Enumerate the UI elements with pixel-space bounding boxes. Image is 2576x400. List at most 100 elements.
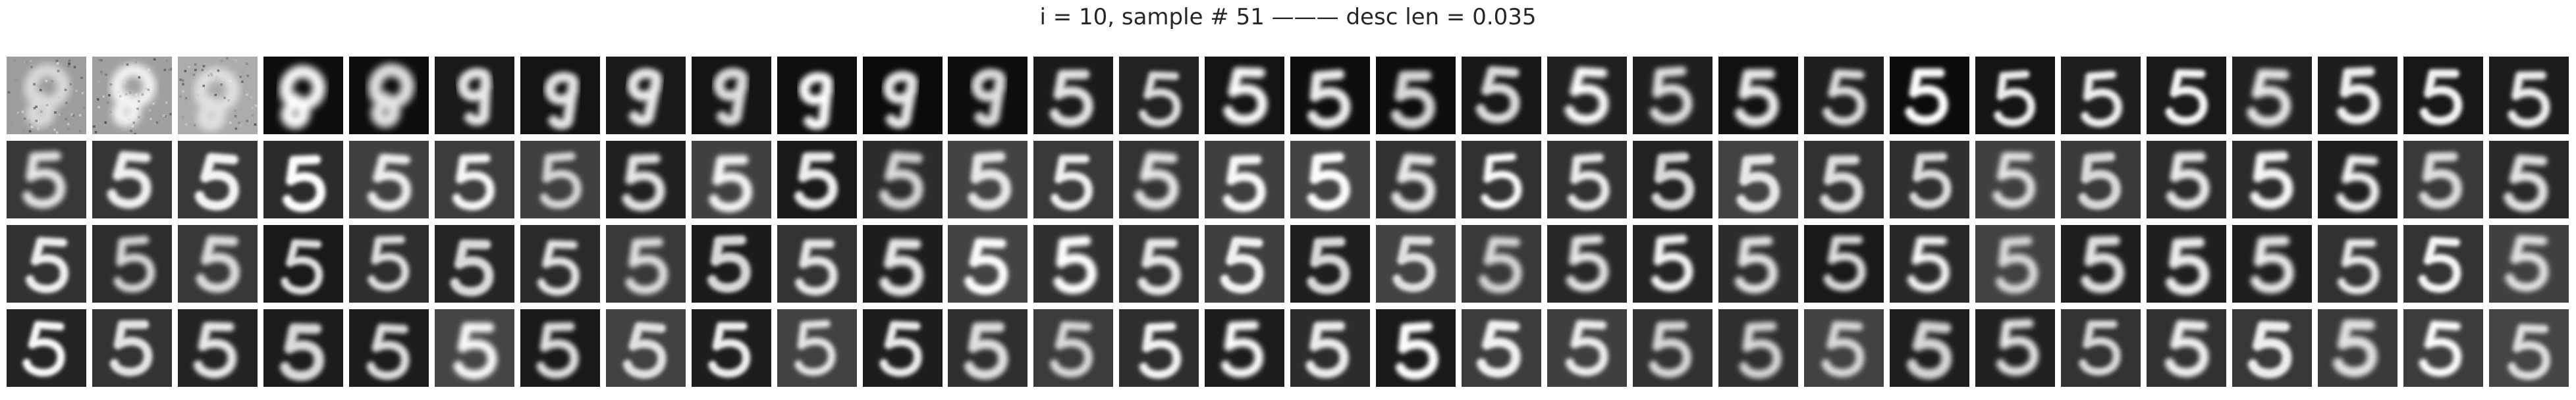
- sample-image-r1-c15: [1205, 57, 1284, 134]
- sample-image-r3-c1: [7, 225, 86, 303]
- sample-image-r1-c17: [1376, 57, 1456, 134]
- sample-image-r2-c12: [948, 141, 1028, 218]
- sample-image-r3-c2: [92, 225, 172, 303]
- sample-image-r4-c13: [1033, 309, 1113, 387]
- sample-image-r4-c2: [92, 309, 172, 387]
- sample-image-r4-c12: [948, 309, 1028, 387]
- sample-image-r2-c6: [435, 141, 514, 218]
- sample-image-r1-c5: [349, 57, 429, 134]
- sample-image-r1-c7: [520, 57, 600, 134]
- sample-image-r2-c27: [2232, 141, 2312, 218]
- sample-image-r3-c11: [863, 225, 943, 303]
- sample-image-r2-c13: [1033, 141, 1113, 218]
- sample-image-r4-c20: [1633, 309, 1713, 387]
- sample-image-r1-c3: [178, 57, 258, 134]
- sample-image-r2-c2: [92, 141, 172, 218]
- sample-image-r4-c30: [2489, 309, 2569, 387]
- sample-image-r3-c29: [2403, 225, 2483, 303]
- sample-image-r3-c13: [1033, 225, 1113, 303]
- sample-image-r3-c21: [1718, 225, 1798, 303]
- sample-image-r3-c6: [435, 225, 514, 303]
- sample-image-r3-c10: [777, 225, 857, 303]
- sample-image-r2-c14: [1119, 141, 1199, 218]
- sample-image-r2-c18: [1462, 141, 1541, 218]
- sample-image-r4-c25: [2061, 309, 2141, 387]
- sample-image-r3-c8: [606, 225, 686, 303]
- sample-image-r2-c9: [692, 141, 771, 218]
- sample-image-r4-c18: [1462, 309, 1541, 387]
- sample-image-r1-c18: [1462, 57, 1541, 134]
- sample-image-r2-c29: [2403, 141, 2483, 218]
- sample-image-r4-c14: [1119, 309, 1199, 387]
- sample-image-r3-c14: [1119, 225, 1199, 303]
- sample-image-r2-c10: [777, 141, 857, 218]
- sample-image-r4-c21: [1718, 309, 1798, 387]
- sample-image-r1-c26: [2147, 57, 2226, 134]
- sample-image-r1-c8: [606, 57, 686, 134]
- sample-image-r2-c25: [2061, 141, 2141, 218]
- sample-image-r3-c15: [1205, 225, 1284, 303]
- sample-image-r3-c3: [178, 225, 258, 303]
- sample-image-r4-c9: [692, 309, 771, 387]
- sample-image-r2-c28: [2318, 141, 2398, 218]
- sample-image-r1-c1: [7, 57, 86, 134]
- sample-image-r1-c14: [1119, 57, 1199, 134]
- sample-image-r1-c22: [1804, 57, 1884, 134]
- sample-image-r2-c15: [1205, 141, 1284, 218]
- sample-image-r2-c21: [1718, 141, 1798, 218]
- sample-image-r4-c28: [2318, 309, 2398, 387]
- sample-image-r1-c9: [692, 57, 771, 134]
- sample-image-r4-c3: [178, 309, 258, 387]
- sample-image-r2-c3: [178, 141, 258, 218]
- sample-image-r1-c6: [435, 57, 514, 134]
- sample-image-r1-c2: [92, 57, 172, 134]
- sample-image-r1-c20: [1633, 57, 1713, 134]
- sample-image-r3-c30: [2489, 225, 2569, 303]
- sample-image-r3-c28: [2318, 225, 2398, 303]
- sample-image-r2-c30: [2489, 141, 2569, 218]
- sample-image-r1-c12: [948, 57, 1028, 134]
- sample-image-r3-c20: [1633, 225, 1713, 303]
- sample-image-r2-c20: [1633, 141, 1713, 218]
- sample-image-r3-c17: [1376, 225, 1456, 303]
- sample-image-r2-c5: [349, 141, 429, 218]
- sample-image-r4-c6: [435, 309, 514, 387]
- sample-image-r1-c30: [2489, 57, 2569, 134]
- sample-image-r4-c4: [263, 309, 343, 387]
- sample-image-r3-c25: [2061, 225, 2141, 303]
- sample-image-r2-c26: [2147, 141, 2226, 218]
- sample-image-r4-c23: [1890, 309, 1969, 387]
- sample-image-r4-c10: [777, 309, 857, 387]
- sample-image-r4-c27: [2232, 309, 2312, 387]
- sample-image-r4-c22: [1804, 309, 1884, 387]
- sample-image-r1-c21: [1718, 57, 1798, 134]
- sample-image-r3-c24: [1975, 225, 2055, 303]
- figure-title: i = 10, sample # 51 ——— desc len = 0.035: [1039, 4, 1537, 30]
- sample-image-r4-c24: [1975, 309, 2055, 387]
- sample-image-r3-c18: [1462, 225, 1541, 303]
- sample-image-r3-c7: [520, 225, 600, 303]
- sample-image-r4-c7: [520, 309, 600, 387]
- sample-image-r1-c28: [2318, 57, 2398, 134]
- sample-image-r4-c26: [2147, 309, 2226, 387]
- sample-image-r4-c16: [1290, 309, 1370, 387]
- sample-image-r1-c27: [2232, 57, 2312, 134]
- sample-image-r2-c16: [1290, 141, 1370, 218]
- sample-image-r4-c19: [1547, 309, 1627, 387]
- sample-image-r4-c17: [1376, 309, 1456, 387]
- sample-image-r3-c19: [1547, 225, 1627, 303]
- sample-image-r3-c16: [1290, 225, 1370, 303]
- sample-image-r3-c4: [263, 225, 343, 303]
- sample-image-r2-c7: [520, 141, 600, 218]
- sample-image-r2-c1: [7, 141, 86, 218]
- sample-image-r2-c8: [606, 141, 686, 218]
- sample-image-r2-c17: [1376, 141, 1456, 218]
- sample-image-r2-c22: [1804, 141, 1884, 218]
- sample-image-r4-c1: [7, 309, 86, 387]
- sample-image-r1-c4: [263, 57, 343, 134]
- sample-image-r3-c23: [1890, 225, 1969, 303]
- sample-image-r3-c12: [948, 225, 1028, 303]
- sample-image-r1-c29: [2403, 57, 2483, 134]
- sample-image-r1-c11: [863, 57, 943, 134]
- sample-image-r3-c5: [349, 225, 429, 303]
